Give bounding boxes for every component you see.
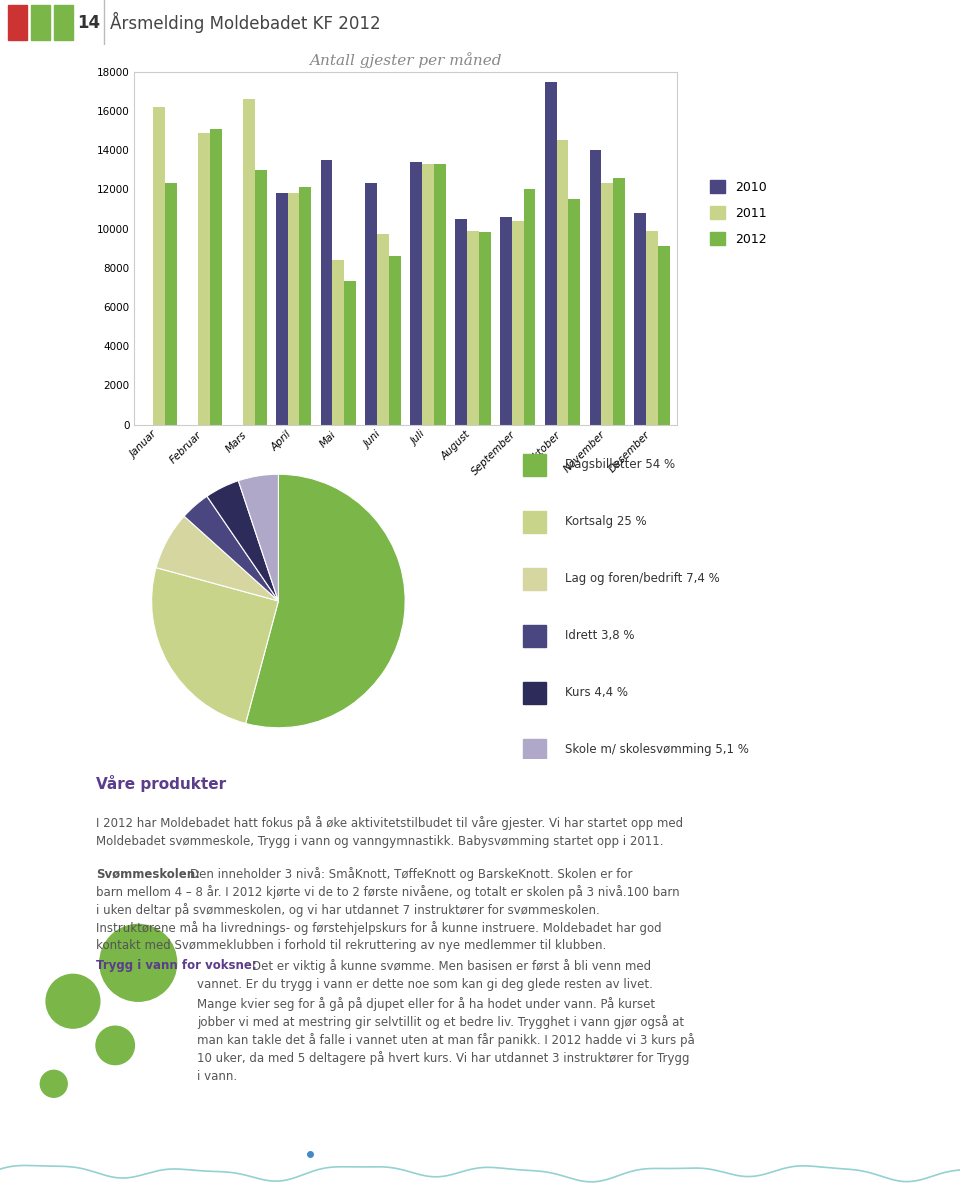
FancyBboxPatch shape: [522, 624, 546, 647]
Text: Trygg i vann for voksne:: Trygg i vann for voksne:: [96, 959, 256, 972]
Bar: [601, 183, 613, 425]
Bar: [589, 151, 601, 425]
Bar: [568, 200, 580, 425]
Wedge shape: [156, 517, 278, 600]
FancyBboxPatch shape: [522, 739, 546, 761]
Bar: [557, 140, 568, 425]
Bar: [300, 188, 311, 425]
Bar: [467, 231, 479, 425]
Bar: [455, 219, 467, 425]
Wedge shape: [207, 481, 278, 600]
Bar: [366, 183, 377, 425]
Text: Den inneholder 3 nivå: SmåKnott, TøffeKnott og BarskeKnott. Skolen er for: Den inneholder 3 nivå: SmåKnott, TøffeKn…: [190, 867, 633, 881]
Bar: [410, 161, 422, 425]
Bar: [243, 99, 254, 425]
Bar: [210, 129, 222, 425]
Wedge shape: [184, 496, 278, 600]
Bar: [479, 232, 491, 425]
Bar: [332, 260, 345, 425]
Text: Årsmelding Moldebadet KF 2012: Årsmelding Moldebadet KF 2012: [110, 12, 381, 33]
FancyBboxPatch shape: [522, 682, 546, 704]
FancyBboxPatch shape: [522, 453, 546, 476]
Text: Kurs 4,4 %: Kurs 4,4 %: [564, 687, 628, 700]
Text: vannet. Er du trygg i vann er dette noe som kan gi deg glede resten av livet.: vannet. Er du trygg i vann er dette noe …: [197, 978, 653, 991]
FancyBboxPatch shape: [54, 6, 73, 39]
Text: i uken deltar på svømmeskolen, og vi har utdannet 7 instruktører for svømmeskole: i uken deltar på svømmeskolen, og vi har…: [96, 903, 600, 917]
Bar: [377, 234, 389, 425]
Text: Svømmeskolen:: Svømmeskolen:: [96, 867, 200, 880]
Bar: [422, 164, 434, 425]
Bar: [500, 216, 512, 425]
Text: man kan takle det å falle i vannet uten at man får panikk. I 2012 hadde vi 3 kur: man kan takle det å falle i vannet uten …: [197, 1033, 694, 1048]
Circle shape: [40, 1070, 67, 1097]
Wedge shape: [246, 474, 405, 727]
Text: Lag og foren/bedrift 7,4 %: Lag og foren/bedrift 7,4 %: [564, 573, 720, 585]
Bar: [523, 189, 536, 425]
Text: Skole m/ skolesvømming 5,1 %: Skole m/ skolesvømming 5,1 %: [564, 744, 749, 756]
Text: i vann.: i vann.: [197, 1069, 237, 1082]
Wedge shape: [238, 474, 278, 600]
Text: 10 uker, da med 5 deltagere på hvert kurs. Vi har utdannet 3 instruktører for Tr: 10 uker, da med 5 deltagere på hvert kur…: [197, 1051, 689, 1066]
Bar: [512, 221, 523, 425]
Text: 14: 14: [77, 13, 100, 32]
Text: I 2012 har Moldebadet hatt fokus på å øke aktivitetstilbudet til våre gjester. V: I 2012 har Moldebadet hatt fokus på å øk…: [96, 816, 684, 830]
Text: kontakt med Svømmeklubben i forhold til rekruttering av nye medlemmer til klubbe: kontakt med Svømmeklubben i forhold til …: [96, 939, 607, 952]
Bar: [153, 106, 165, 425]
FancyBboxPatch shape: [522, 568, 546, 590]
Bar: [646, 231, 659, 425]
Text: barn mellom 4 – 8 år. I 2012 kjørte vi de to 2 første nivåene, og totalt er skol: barn mellom 4 – 8 år. I 2012 kjørte vi d…: [96, 885, 680, 899]
Text: Idrett 3,8 %: Idrett 3,8 %: [564, 629, 635, 642]
Text: Kortsalg 25 %: Kortsalg 25 %: [564, 515, 646, 529]
FancyBboxPatch shape: [31, 6, 50, 39]
Text: Moldebadet svømmeskole, Trygg i vann og vanngymnastikk. Babysvømming startet opp: Moldebadet svømmeskole, Trygg i vann og …: [96, 835, 663, 848]
Bar: [434, 164, 445, 425]
Bar: [254, 170, 267, 425]
Bar: [345, 281, 356, 425]
Circle shape: [96, 1026, 134, 1064]
Text: Instruktørene må ha livrednings- og førstehjelpskurs for å kunne instruere. Mold: Instruktørene må ha livrednings- og førs…: [96, 921, 661, 935]
Text: Mange kvier seg for å gå på djupet eller for å ha hodet under vann. På kurset: Mange kvier seg for å gå på djupet eller…: [197, 996, 655, 1011]
Wedge shape: [152, 568, 278, 724]
Circle shape: [46, 975, 100, 1029]
Text: Våre produkter: Våre produkter: [96, 775, 227, 792]
Bar: [389, 256, 401, 425]
Circle shape: [100, 925, 177, 1001]
Bar: [288, 194, 300, 425]
Bar: [276, 194, 288, 425]
Bar: [198, 133, 210, 425]
FancyBboxPatch shape: [522, 511, 546, 533]
Bar: [544, 81, 557, 425]
Bar: [321, 160, 332, 425]
Bar: [613, 177, 625, 425]
FancyBboxPatch shape: [8, 6, 27, 39]
Text: Det er viktig å kunne svømme. Men basisen er først å bli venn med: Det er viktig å kunne svømme. Men basise…: [252, 959, 651, 974]
Bar: [635, 213, 646, 425]
Text: jobber vi med at mestring gir selvtillit og et bedre liv. Trygghet i vann gjør o: jobber vi med at mestring gir selvtillit…: [197, 1015, 684, 1029]
Bar: [659, 246, 670, 425]
Legend: 2010, 2011, 2012: 2010, 2011, 2012: [705, 175, 772, 251]
Bar: [165, 183, 177, 425]
Title: Antall gjester per måned: Antall gjester per måned: [309, 51, 502, 68]
Text: Dagsbilletter 54 %: Dagsbilletter 54 %: [564, 458, 675, 471]
